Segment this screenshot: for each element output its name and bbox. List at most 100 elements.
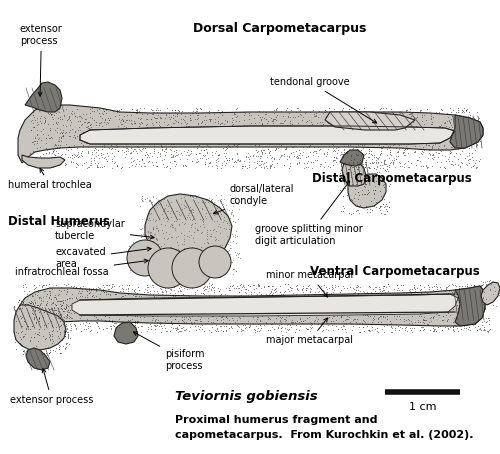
Point: [222, 133, 230, 141]
Point: [258, 127, 266, 134]
Point: [108, 145, 116, 153]
Point: [294, 298, 302, 305]
Point: [102, 155, 110, 163]
Point: [296, 149, 304, 156]
Point: [429, 322, 437, 329]
Point: [360, 151, 368, 158]
Point: [162, 327, 170, 335]
Point: [209, 259, 217, 266]
Point: [330, 128, 338, 135]
Point: [339, 114, 347, 121]
Point: [88, 114, 96, 122]
Point: [249, 134, 257, 141]
Point: [276, 131, 283, 138]
Point: [148, 297, 156, 305]
Point: [211, 129, 219, 137]
Point: [245, 324, 253, 331]
Point: [446, 149, 454, 156]
Point: [68, 118, 76, 126]
Point: [27, 300, 35, 307]
Point: [34, 314, 42, 321]
Point: [62, 325, 70, 332]
Point: [320, 130, 328, 138]
Point: [220, 224, 228, 232]
Point: [126, 266, 134, 274]
Text: Proximal humerus fragment and: Proximal humerus fragment and: [175, 415, 378, 425]
Point: [184, 123, 192, 130]
Point: [277, 324, 285, 331]
Point: [205, 282, 213, 290]
Point: [162, 261, 170, 268]
Point: [115, 282, 123, 290]
Point: [373, 293, 381, 301]
Point: [146, 131, 154, 138]
Point: [242, 301, 250, 308]
Point: [288, 291, 296, 298]
Point: [225, 284, 233, 291]
Point: [276, 134, 284, 142]
Point: [341, 158, 349, 166]
Point: [146, 266, 154, 273]
Point: [344, 142, 352, 149]
Point: [216, 123, 224, 130]
Point: [412, 129, 420, 137]
Point: [244, 150, 252, 157]
Point: [142, 128, 150, 136]
Point: [410, 307, 418, 315]
Point: [200, 281, 208, 288]
Point: [461, 306, 469, 313]
Point: [240, 289, 248, 296]
Point: [264, 299, 272, 306]
Point: [238, 295, 246, 302]
Point: [245, 112, 253, 119]
Point: [274, 304, 282, 311]
Point: [110, 310, 118, 317]
Point: [74, 151, 82, 158]
Point: [28, 292, 36, 300]
Point: [152, 235, 160, 242]
Point: [377, 210, 385, 217]
Point: [195, 271, 203, 278]
Point: [100, 306, 108, 313]
Point: [350, 301, 358, 309]
Point: [56, 314, 64, 321]
Point: [78, 136, 86, 143]
Point: [135, 138, 143, 146]
Point: [292, 299, 300, 306]
Point: [142, 303, 150, 311]
Point: [136, 225, 144, 232]
Point: [14, 305, 22, 312]
Point: [96, 307, 104, 314]
Point: [433, 299, 441, 306]
Point: [218, 312, 226, 320]
Point: [22, 321, 30, 329]
Point: [436, 147, 444, 154]
Point: [252, 323, 260, 330]
Point: [206, 248, 214, 256]
Point: [353, 151, 361, 158]
Point: [391, 120, 399, 127]
Point: [312, 326, 320, 333]
Point: [377, 144, 385, 152]
Point: [218, 130, 226, 138]
Point: [253, 134, 261, 142]
Point: [393, 148, 401, 156]
Point: [20, 332, 28, 340]
Point: [85, 289, 93, 296]
Point: [134, 107, 141, 114]
Point: [242, 285, 250, 292]
Point: [316, 306, 324, 314]
Point: [110, 146, 118, 153]
Point: [227, 194, 235, 202]
Point: [211, 118, 219, 126]
Point: [464, 291, 471, 298]
Point: [213, 316, 221, 324]
Point: [41, 307, 49, 314]
Point: [138, 197, 146, 205]
Point: [461, 317, 469, 324]
Point: [413, 297, 421, 305]
Point: [150, 143, 158, 150]
Polygon shape: [450, 115, 483, 148]
Point: [54, 297, 62, 304]
Point: [117, 324, 125, 331]
